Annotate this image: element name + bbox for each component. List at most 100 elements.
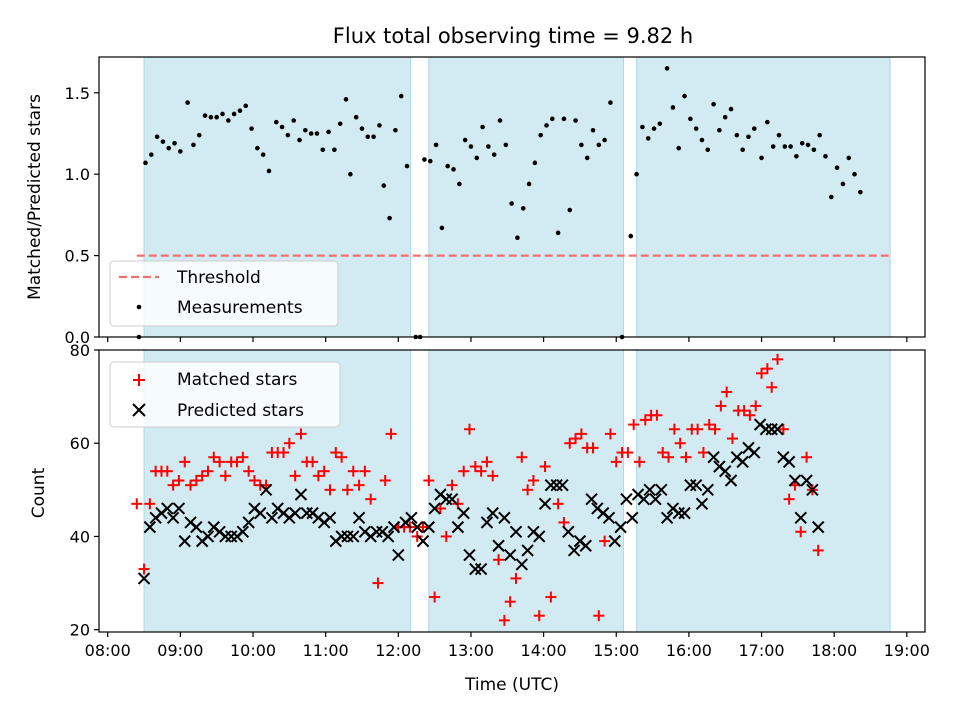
measurement-point	[266, 168, 272, 174]
predicted-star-point	[509, 525, 523, 538]
bottom-axis-ticks: 20 40 60 80 08:00 09:00 10:00 11:00 12:00 13:00 14…	[70, 341, 930, 660]
measurement-point	[734, 132, 740, 138]
measurement-point	[480, 124, 485, 130]
top-axes-frame	[98, 56, 926, 338]
measurement-point	[823, 154, 828, 159]
matched-star-point	[674, 437, 686, 449]
measurement-point	[255, 145, 260, 151]
predicted-star-point	[166, 511, 180, 525]
matched-star-point	[278, 447, 290, 459]
measurement-point	[404, 163, 410, 169]
measurement-point	[149, 152, 154, 157]
measurement-point	[520, 206, 526, 211]
matched-star-point	[440, 530, 452, 542]
bottom-axes-frame	[98, 349, 926, 633]
measurement-point	[202, 113, 208, 118]
predicted-star-point	[649, 492, 662, 506]
predicted-star-point	[498, 511, 511, 525]
predicted-star-point	[190, 520, 203, 534]
matched-star-point	[639, 414, 651, 426]
top-y-axis-label: Matched/Predicted stars	[25, 94, 45, 300]
top-axis-ticks: 0.0 0.5 1.0 1.5	[65, 84, 908, 347]
matched-star-point	[587, 442, 599, 454]
measurement-point	[682, 93, 687, 99]
matched-star-point	[633, 456, 645, 468]
matched-star-point	[522, 484, 534, 496]
predicted-star-point	[288, 506, 302, 520]
measurement-point	[243, 103, 249, 109]
matched-star-point	[365, 493, 377, 505]
measurement-point	[728, 106, 734, 112]
measurement-point	[770, 144, 776, 149]
predicted-star-point	[341, 530, 354, 543]
matched-star-point	[575, 428, 587, 440]
matched-star-point	[330, 447, 342, 459]
predicted-star-point	[748, 446, 761, 459]
measurement-point	[645, 136, 651, 141]
measurement-point	[249, 126, 254, 131]
measurement-point	[365, 134, 371, 140]
matched-star-point	[379, 475, 391, 487]
measurement-point	[788, 144, 793, 149]
matched-star-point	[295, 428, 307, 440]
predicted-star-point	[178, 534, 191, 548]
measurement-point	[602, 137, 607, 143]
measurement-point	[817, 132, 822, 138]
measurement-point	[285, 132, 291, 138]
matched-star-point	[593, 610, 605, 622]
predicted-star-point	[445, 492, 459, 506]
predicted-star-point	[550, 478, 563, 492]
measurement-point	[422, 157, 427, 162]
measurement-point	[515, 235, 520, 240]
top-y-tick-label: 1.0	[65, 165, 90, 184]
measurement-point	[722, 114, 728, 120]
matched-star-point	[552, 498, 564, 510]
matched-star-point	[214, 456, 226, 468]
predicted-star-point	[782, 455, 796, 469]
chart-title: Flux total observing time = 9.82 h	[333, 24, 693, 48]
measurement-point	[852, 171, 857, 177]
predicted-star-point	[771, 423, 784, 436]
measurement-point	[279, 124, 285, 130]
measurement-point	[759, 155, 764, 161]
predicted-star-point	[201, 530, 215, 543]
bottom-legend: Matched stars Predicted stars	[109, 361, 341, 428]
predicted-star-point	[469, 562, 482, 576]
matched-star-point	[202, 465, 214, 477]
predicted-star-point	[602, 511, 616, 525]
measurement-point	[427, 158, 433, 164]
measurement-point	[387, 215, 392, 221]
predicted-star-point	[225, 530, 238, 543]
predicted-star-point	[410, 520, 424, 534]
measurement-point	[468, 144, 474, 149]
predicted-star-point	[533, 530, 546, 543]
matched-star-point	[726, 433, 738, 445]
measurement-point	[799, 140, 805, 146]
bottom-x-tick-label: 10:00	[230, 641, 276, 660]
matched-star-point	[610, 456, 622, 468]
measurement-point	[670, 105, 676, 110]
predicted-star-point	[422, 520, 436, 534]
matched-star-point	[318, 465, 330, 477]
measurement-point	[160, 139, 166, 144]
measurement-point	[214, 114, 219, 120]
matched-star-point	[248, 475, 260, 487]
matched-star-point	[237, 451, 249, 463]
matched-star-point	[761, 363, 773, 375]
measurement-point	[746, 134, 751, 140]
measurement-point	[320, 147, 326, 153]
predicted-star-point	[707, 450, 720, 464]
measurement-point	[314, 131, 320, 136]
predicted-star-point	[428, 502, 441, 515]
measurement-point	[457, 181, 462, 187]
predicted-star-point	[219, 530, 232, 543]
bottom-y-axis-label: Count	[29, 467, 49, 518]
measurement-point	[237, 108, 243, 114]
measurement-point	[705, 147, 711, 153]
measurement-point	[343, 97, 349, 102]
measurement-point	[303, 127, 308, 133]
measurement-point	[811, 147, 817, 153]
predicted-star-point	[626, 511, 639, 525]
measurement-point	[651, 126, 657, 131]
